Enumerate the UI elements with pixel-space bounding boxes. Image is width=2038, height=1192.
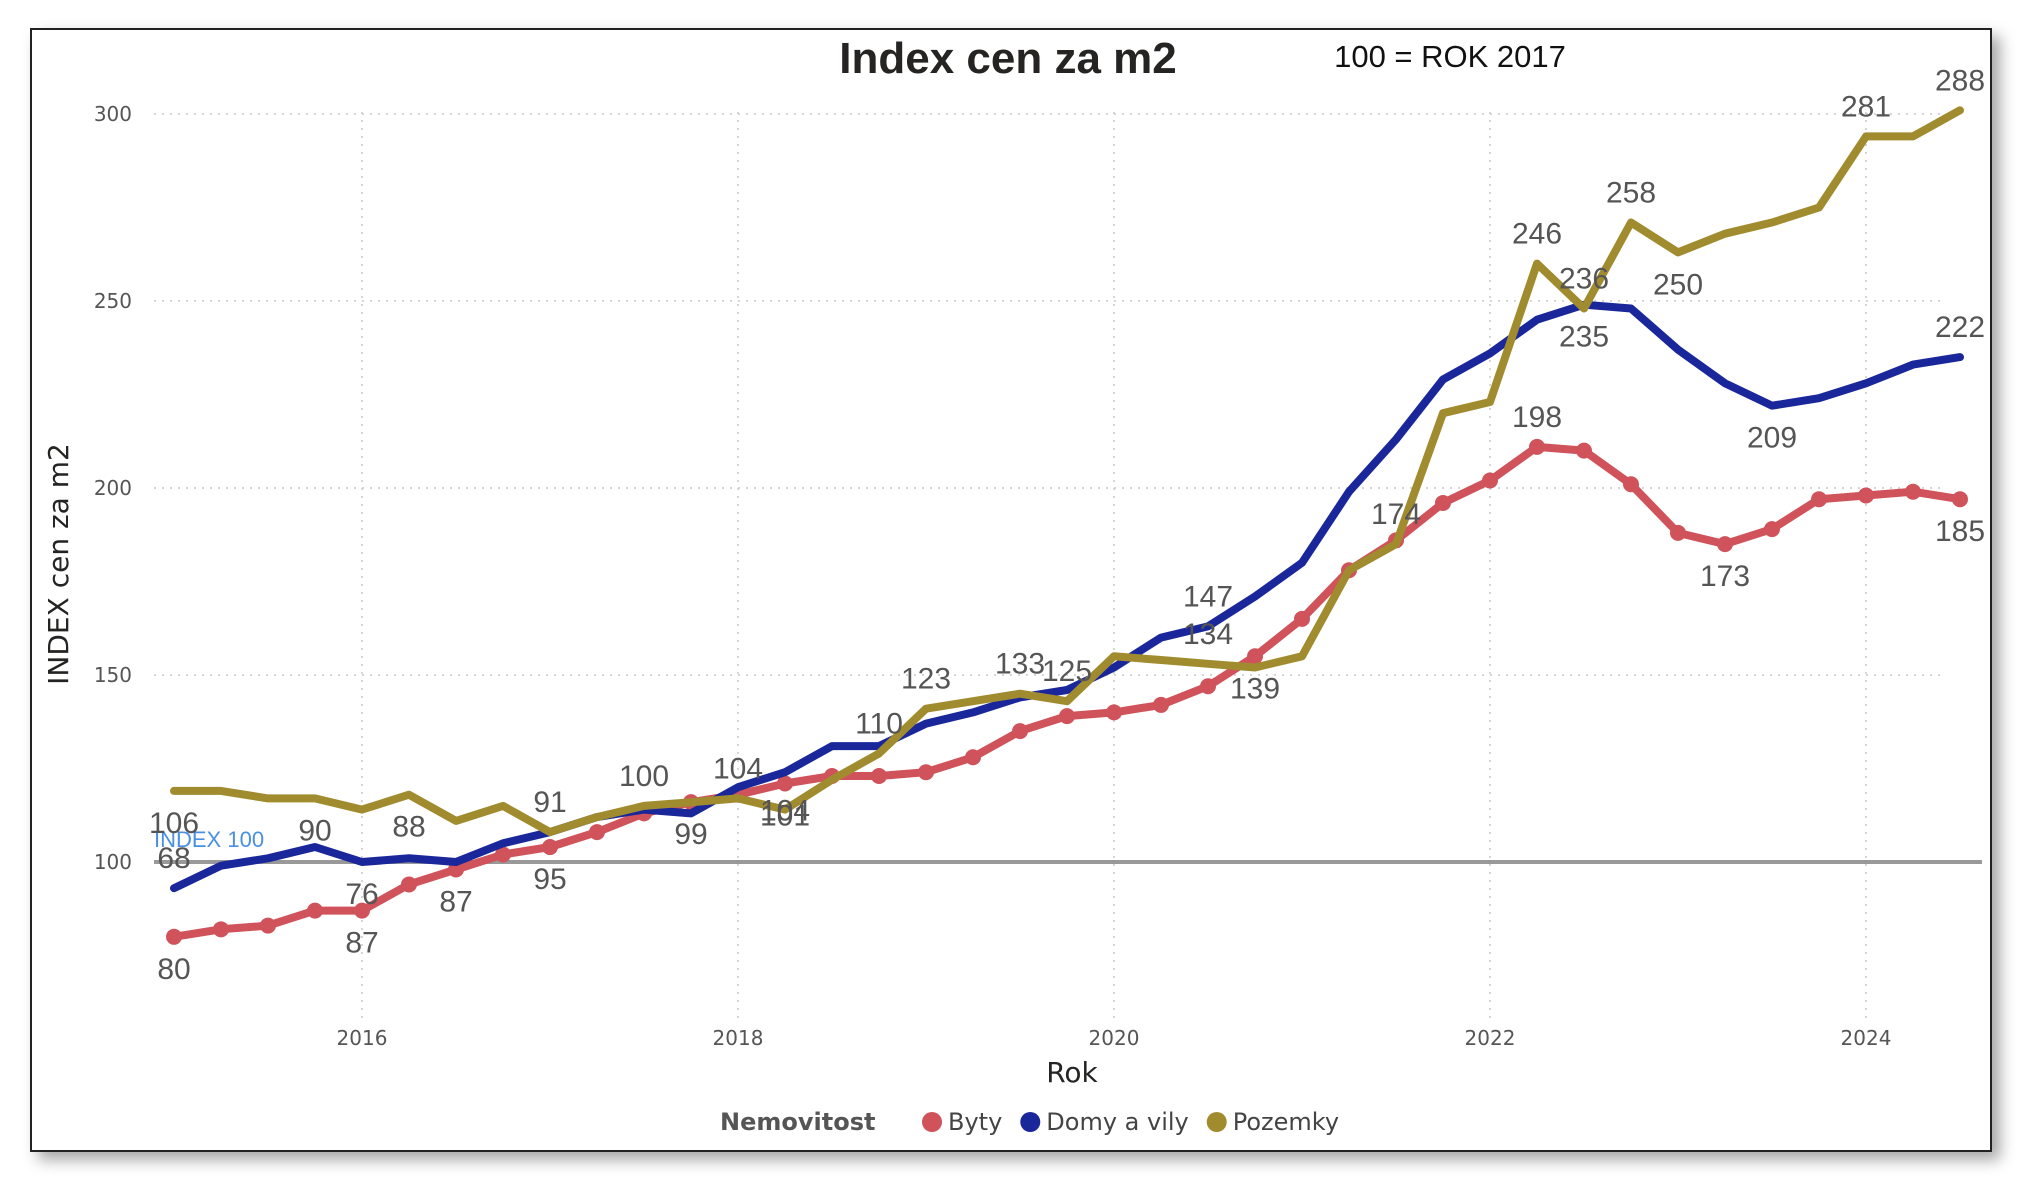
chart-frame: 100 150 200 250 300 2016 2018 2020 2022 2024 INDE… (30, 28, 1992, 1152)
data-label-byty: 185 (1935, 515, 1985, 548)
data-label-byty: 95 (533, 863, 566, 896)
data-point-byty (1059, 708, 1075, 725)
data-label-pozemky: 174 (1371, 498, 1421, 531)
data-label-domy-a-vily: 68 (157, 842, 190, 875)
reference-line-label: INDEX 100 (154, 827, 264, 852)
y-tick-label: 200 (94, 476, 132, 500)
data-point-byty (166, 928, 182, 945)
legend-label-pozemky: Pozemky (1233, 1108, 1339, 1136)
y-axis-title: INDEX cen za m2 (42, 443, 75, 685)
chart-title: Index cen za m2 (839, 34, 1176, 83)
data-label-pozemky: 104 (713, 752, 763, 785)
data-label-byty: 139 (1230, 672, 1280, 705)
data-label-pozemky: 125 (1042, 655, 1092, 688)
legend-marker-domy-a-vily (1020, 1112, 1041, 1132)
data-label-domy-a-vily: 209 (1747, 422, 1797, 455)
data-point-byty (1482, 472, 1498, 489)
series-line-pozemky (170, 106, 1964, 837)
axis-layer: 100 150 200 250 300 2016 2018 2020 2022 2024 (94, 102, 1892, 1050)
data-label-pozemky: 110 (855, 708, 903, 741)
legend-label-domy-a-vily: Domy a vily (1046, 1108, 1188, 1136)
series-line-domy-a-vily (170, 300, 1964, 893)
data-label-pozemky: 258 (1606, 176, 1656, 209)
x-tick-label: 2016 (337, 1026, 388, 1050)
legend-title: Nemovitost (720, 1108, 875, 1136)
data-point-byty (589, 824, 605, 841)
data-label-byty: 80 (157, 953, 190, 986)
data-point-byty (354, 902, 370, 919)
legend-marker-byty (922, 1112, 942, 1132)
data-label-pozemky: 250 (1653, 268, 1703, 301)
data-label-byty: 87 (345, 927, 378, 960)
data-point-byty (307, 902, 323, 919)
chart-subtitle: 100 = ROK 2017 (1334, 39, 1566, 74)
data-point-byty (260, 917, 276, 934)
data-label-byty: 101 (760, 799, 810, 832)
x-tick-label: 2024 (1841, 1026, 1892, 1050)
x-tick-label: 2018 (713, 1026, 764, 1050)
data-point-byty (777, 775, 793, 792)
data-point-byty (1905, 483, 1921, 500)
data-point-byty (965, 749, 981, 766)
data-point-byty (1200, 678, 1216, 695)
data-label-domy-a-vily: 222 (1935, 311, 1985, 344)
data-point-byty (1294, 610, 1310, 627)
data-point-byty (1435, 494, 1451, 511)
data-point-byty (1717, 536, 1733, 553)
data-point-byty (1952, 491, 1968, 508)
data-point-byty (1576, 442, 1592, 459)
data-point-byty (495, 846, 511, 863)
y-tick-label: 100 (94, 850, 132, 874)
data-label-pozemky: 246 (1512, 218, 1562, 251)
data-label-layer: 80 87 87 95 99 101 139 198 173 185 68 76 147 235 209 22… (149, 64, 1985, 986)
data-label-byty: 87 (439, 885, 472, 918)
data-label-domy-a-vily: 147 (1183, 580, 1233, 613)
data-point-byty (1106, 704, 1122, 721)
data-point-byty (1858, 487, 1874, 504)
data-label-pozemky: 123 (901, 663, 951, 696)
y-tick-label: 250 (94, 289, 132, 313)
data-point-byty (918, 764, 934, 781)
data-point-byty (1247, 648, 1263, 665)
data-label-pozemky: 100 (619, 760, 669, 793)
data-point-byty (1012, 723, 1028, 740)
x-tick-label: 2020 (1089, 1026, 1140, 1050)
data-point-byty (542, 839, 558, 856)
x-axis-title: Rok (1046, 1056, 1098, 1089)
data-point-byty (1670, 524, 1686, 541)
data-label-pozemky: 106 (149, 807, 199, 840)
legend: Nemovitost Byty Domy a vily Pozemky (720, 1108, 1339, 1136)
data-point-byty (401, 876, 417, 893)
data-label-pozemky: 236 (1559, 262, 1609, 295)
legend-label-byty: Byty (948, 1108, 1002, 1136)
data-label-pozemky: 90 (298, 814, 331, 847)
data-point-byty (1764, 521, 1780, 538)
data-point-byty (1153, 696, 1169, 713)
data-label-byty: 173 (1700, 560, 1750, 593)
data-point-byty (1529, 438, 1545, 455)
data-label-pozemky: 91 (533, 786, 566, 819)
data-label-pozemky: 288 (1935, 64, 1985, 97)
data-label-pozemky: 281 (1841, 90, 1891, 123)
y-tick-label: 150 (94, 663, 132, 687)
chart-canvas: 100 150 200 250 300 2016 2018 2020 2022 2024 INDE… (42, 34, 1985, 1136)
data-label-pozemky: 88 (392, 811, 425, 844)
data-label-pozemky: 134 (1183, 618, 1233, 651)
x-tick-label: 2022 (1465, 1026, 1516, 1050)
data-point-byty (871, 767, 887, 784)
data-label-pozemky: 133 (995, 648, 1045, 681)
data-point-byty (1623, 476, 1639, 493)
data-label-domy-a-vily: 76 (345, 878, 378, 911)
data-point-byty (1811, 491, 1827, 508)
data-label-byty: 99 (674, 818, 707, 851)
legend-marker-pozemky (1206, 1112, 1227, 1132)
grid-layer (154, 112, 1942, 1020)
data-label-domy-a-vily: 235 (1559, 321, 1609, 354)
data-point-byty (213, 921, 229, 938)
data-label-pozemky: 104 (760, 795, 810, 828)
y-tick-label: 300 (94, 102, 132, 126)
data-label-byty: 198 (1512, 401, 1562, 434)
series-layer (166, 106, 1968, 945)
